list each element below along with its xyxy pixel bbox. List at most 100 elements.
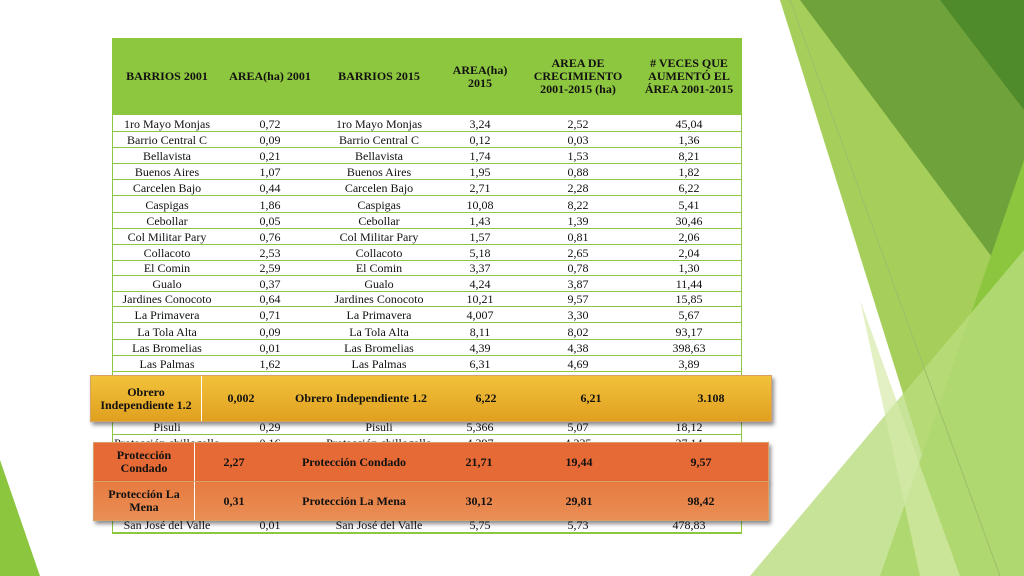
row-line xyxy=(112,371,742,372)
cell: 8,22 xyxy=(567,197,589,212)
cell: 8,11 xyxy=(469,324,491,339)
cell: 5,75 xyxy=(469,517,491,532)
cell: 3,30 xyxy=(567,307,589,322)
cell: Protección Condado xyxy=(301,454,407,469)
highlight-row: Protección La Mena 0,31 Protección La Mena… xyxy=(93,481,769,521)
cell: 0,72 xyxy=(259,116,281,131)
cell: 30,12 xyxy=(465,493,493,508)
cell: Obrero Independiente 1.2 xyxy=(100,384,192,412)
highlight-row: Obrero Independiente 1.2 0,002 Obrero Inde… xyxy=(90,375,772,422)
cell: 29,81 xyxy=(565,493,593,508)
cell: 4,39 xyxy=(469,340,491,355)
cell: 4,24 xyxy=(469,276,491,291)
cell: 6,22 xyxy=(678,180,700,195)
shape xyxy=(940,0,1024,110)
cell: 2,53 xyxy=(259,245,281,260)
row-line xyxy=(112,131,742,132)
cell: 4,38 xyxy=(567,340,589,355)
cell: Barrio Central C xyxy=(339,132,419,147)
cell: Las Palmas xyxy=(351,356,407,371)
cell: 0,12 xyxy=(469,132,491,147)
cell: La Tola Alta xyxy=(137,324,197,339)
cell: 1,95 xyxy=(469,164,491,179)
cell: 10,08 xyxy=(466,197,494,212)
cell: 0,01 xyxy=(259,517,281,532)
header-cell: AREA DE CRECIMIENTO 2001-2015 (ha) xyxy=(533,56,623,96)
cell: Gualo xyxy=(152,276,182,291)
cell: Protección Condado xyxy=(116,448,172,475)
row-line xyxy=(112,322,742,323)
cell: El Comin xyxy=(355,260,403,275)
cell: 5,07 xyxy=(567,419,589,434)
row-line xyxy=(112,228,742,229)
cell: 0,03 xyxy=(567,132,589,147)
cell: 15,85 xyxy=(675,291,703,306)
cell: 18,12 xyxy=(675,419,703,434)
cell: Las Palmas xyxy=(139,356,195,371)
cell: 21,71 xyxy=(465,454,493,469)
cell: 98,42 xyxy=(687,493,715,508)
cell: 2,71 xyxy=(469,180,491,195)
row-line xyxy=(112,212,742,213)
cell: 10,21 xyxy=(466,291,494,306)
cell: 9,57 xyxy=(690,454,712,469)
cell: Caspigas xyxy=(357,197,401,212)
row-line xyxy=(112,163,742,164)
cell: San José del Valle xyxy=(123,517,211,532)
cell: 1,82 xyxy=(678,164,700,179)
cell: 6,21 xyxy=(580,391,602,405)
row-line xyxy=(112,306,742,307)
cell: 0,09 xyxy=(259,324,281,339)
cell: 45,04 xyxy=(675,116,703,131)
cell: 5,67 xyxy=(678,307,700,322)
cell: 2,27 xyxy=(223,454,245,469)
cell: La Tola Alta xyxy=(349,324,409,339)
cell: 3,87 xyxy=(567,276,589,291)
cell: 478,83 xyxy=(672,517,706,532)
table-border xyxy=(112,38,742,534)
row-line xyxy=(112,434,742,435)
cell: 0,002 xyxy=(227,391,255,405)
cell: 5,366 xyxy=(466,419,494,434)
row-line xyxy=(112,147,742,148)
cell: Pisuli xyxy=(153,419,181,434)
row-line xyxy=(112,179,742,180)
cell: Col Militar Pary xyxy=(339,229,419,244)
cell: 1,62 xyxy=(259,356,281,371)
cell: Buenos Aires xyxy=(134,164,200,179)
cell: 1,86 xyxy=(259,197,281,212)
cell: 3,37 xyxy=(469,260,491,275)
header-cell: BARRIOS 2015 xyxy=(338,69,420,83)
cell: Protección La Mena xyxy=(302,493,406,508)
cell: 0,88 xyxy=(567,164,589,179)
cell: 3,89 xyxy=(678,356,700,371)
header-cell: BARRIOS 2001 xyxy=(126,69,208,83)
header-cell: # VECES QUE AUMENTÓ EL ÁREA 2001-2015 xyxy=(644,56,734,96)
cell: Bellavista xyxy=(143,148,191,163)
cell: 1,39 xyxy=(567,213,589,228)
cell: 6,22 xyxy=(475,391,497,405)
cell: Cebollar xyxy=(358,213,400,228)
cell: El Comin xyxy=(143,260,191,275)
cell: 5,41 xyxy=(678,197,700,212)
cell: 93,17 xyxy=(675,324,703,339)
cell: 1,53 xyxy=(567,148,589,163)
cell: 0,64 xyxy=(259,291,281,306)
line xyxy=(789,0,1001,576)
cell: Carcelen Bajo xyxy=(132,180,202,195)
cell: Las Bromelias xyxy=(132,340,202,355)
cell: 0,29 xyxy=(259,419,281,434)
cell: 1,36 xyxy=(678,132,700,147)
cell: 0,37 xyxy=(259,276,281,291)
cell: 3,24 xyxy=(469,116,491,131)
cell: 4,69 xyxy=(567,356,589,371)
cell: 2,59 xyxy=(259,260,281,275)
cell-divider xyxy=(194,443,195,481)
cell: Jardines Conocoto xyxy=(122,291,212,306)
cell-divider xyxy=(194,482,195,520)
cell: 0,76 xyxy=(259,229,281,244)
cell: 0,05 xyxy=(259,213,281,228)
cell: Protección La Mena xyxy=(108,487,180,514)
cell-divider xyxy=(201,376,202,421)
